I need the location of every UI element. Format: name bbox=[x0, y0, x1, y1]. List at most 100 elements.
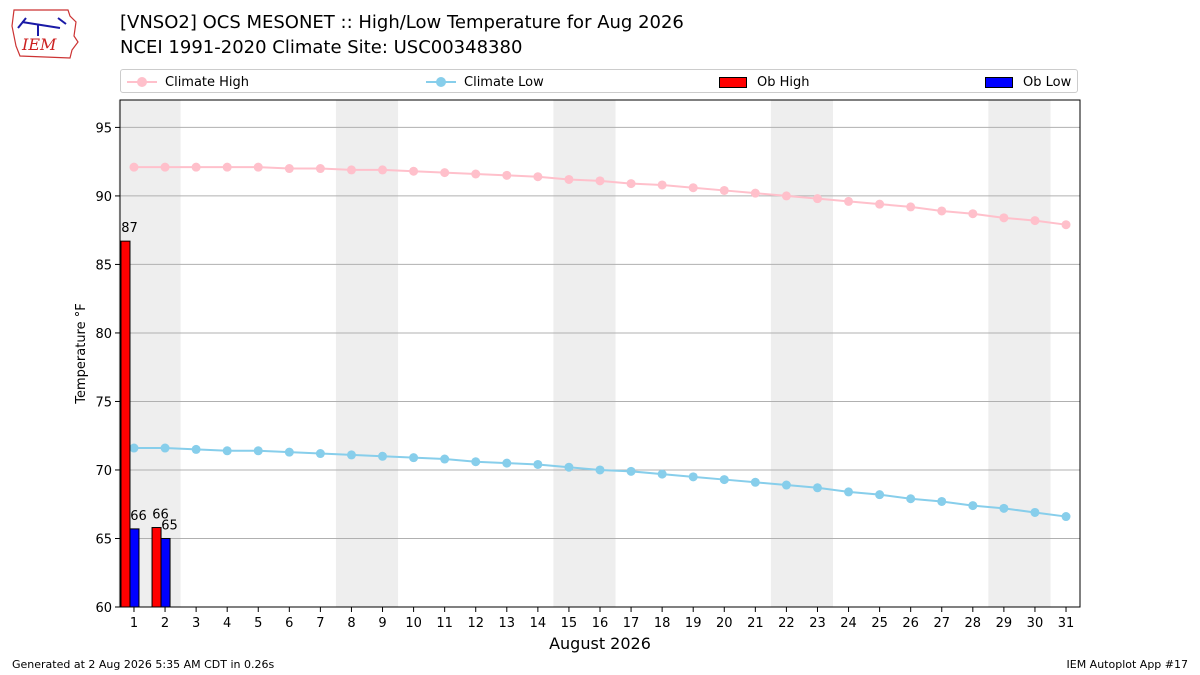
x-tick-label: 19 bbox=[685, 616, 702, 631]
ob-high-label: 66 bbox=[152, 508, 169, 523]
climate-low-point bbox=[315, 449, 325, 459]
x-tick-label: 29 bbox=[996, 616, 1013, 631]
climate-high-point bbox=[657, 180, 667, 190]
app-label: IEM Autoplot App #17 bbox=[1066, 658, 1189, 671]
climate-high-point bbox=[812, 194, 822, 204]
x-tick-label: 31 bbox=[1058, 616, 1075, 631]
climate-high-point bbox=[968, 209, 978, 219]
x-tick-label: 15 bbox=[561, 616, 578, 631]
climate-high-point bbox=[502, 170, 512, 180]
x-tick-label: 17 bbox=[623, 616, 640, 631]
climate-high-point bbox=[719, 185, 729, 195]
x-tick-label: 13 bbox=[499, 616, 516, 631]
y-tick-label: 90 bbox=[95, 190, 112, 205]
climate-low-point bbox=[657, 469, 667, 479]
x-tick-label: 12 bbox=[467, 616, 484, 631]
climate-high-point bbox=[1030, 216, 1040, 226]
ob-low-label: 65 bbox=[161, 518, 178, 533]
x-tick-label: 8 bbox=[347, 616, 355, 631]
y-tick-label: 75 bbox=[95, 395, 112, 410]
x-tick-label: 18 bbox=[654, 616, 671, 631]
x-tick-label: 16 bbox=[592, 616, 609, 631]
climate-high-point bbox=[844, 196, 854, 206]
x-tick-label: 24 bbox=[840, 616, 857, 631]
climate-low-point bbox=[906, 494, 916, 504]
x-tick-label: 27 bbox=[933, 616, 950, 631]
climate-high-point bbox=[315, 164, 325, 174]
climate-low-point bbox=[471, 457, 481, 467]
y-tick-label: 85 bbox=[95, 258, 112, 273]
climate-low-point bbox=[502, 458, 512, 468]
climate-low-point bbox=[564, 462, 574, 472]
climate-high-point bbox=[906, 202, 916, 212]
climate-high-point bbox=[781, 191, 791, 201]
climate-low-point bbox=[160, 443, 170, 453]
y-axis-label: Temperature °F bbox=[74, 303, 89, 404]
legend-swatch-ob-high bbox=[719, 76, 747, 88]
climate-low-point bbox=[595, 465, 605, 475]
x-tick-label: 25 bbox=[871, 616, 888, 631]
x-tick-label: 5 bbox=[254, 616, 262, 631]
climate-low-point bbox=[999, 503, 1009, 513]
climate-low-point bbox=[968, 501, 978, 511]
climate-high-point bbox=[191, 162, 201, 172]
weekend-shade bbox=[553, 100, 585, 607]
weekend-shade bbox=[149, 100, 181, 607]
legend-item-climate-low: Climate Low bbox=[426, 72, 544, 92]
legend-item-climate-high: Climate High bbox=[127, 72, 249, 92]
climate-high-point bbox=[284, 164, 294, 174]
x-tick-label: 3 bbox=[192, 616, 200, 631]
climate-low-point bbox=[875, 490, 885, 500]
weekend-shade bbox=[1019, 100, 1051, 607]
climate-high-point bbox=[999, 213, 1009, 223]
climate-low-point bbox=[719, 475, 729, 485]
climate-low-point bbox=[750, 477, 760, 487]
x-tick-label: 6 bbox=[285, 616, 293, 631]
climate-low-point bbox=[284, 447, 294, 457]
legend-swatch-climate-high bbox=[127, 72, 157, 92]
x-tick-label: 28 bbox=[965, 616, 982, 631]
legend-item-ob-high: Ob High bbox=[719, 72, 810, 92]
x-tick-label: 30 bbox=[1027, 616, 1044, 631]
y-tick-label: 70 bbox=[95, 464, 112, 479]
climate-high-point bbox=[533, 172, 543, 182]
climate-high-point bbox=[253, 162, 263, 172]
climate-high-point bbox=[409, 166, 419, 176]
climate-low-point bbox=[191, 444, 201, 454]
ob-high-label: 87 bbox=[121, 221, 138, 236]
ob-low-bar bbox=[129, 528, 140, 608]
climate-high-point bbox=[564, 174, 574, 184]
climate-low-point bbox=[688, 472, 698, 482]
x-tick-label: 7 bbox=[316, 616, 324, 631]
y-tick-label: 95 bbox=[95, 121, 112, 136]
climate-high-point bbox=[1061, 220, 1071, 230]
ob-low-label: 66 bbox=[130, 509, 147, 524]
chart-subtitle: NCEI 1991-2020 Climate Site: USC00348380 bbox=[120, 37, 523, 58]
legend-item-ob-low: Ob Low bbox=[985, 72, 1071, 92]
x-tick-label: 11 bbox=[436, 616, 453, 631]
chart-legend: Climate High Climate Low Ob High Ob Low bbox=[120, 69, 1078, 93]
y-tick-label: 80 bbox=[95, 327, 112, 342]
climate-high-point bbox=[595, 176, 605, 186]
climate-high-point bbox=[750, 188, 760, 198]
climate-low-point bbox=[440, 454, 450, 464]
climate-high-point bbox=[378, 165, 388, 175]
generated-timestamp: Generated at 2 Aug 2026 5:35 AM CDT in 0… bbox=[12, 658, 275, 671]
climate-low-point bbox=[781, 480, 791, 490]
climate-low-point bbox=[626, 466, 636, 476]
x-tick-label: 22 bbox=[778, 616, 795, 631]
climate-low-point bbox=[1030, 507, 1040, 517]
climate-low-point bbox=[253, 446, 263, 456]
climate-high-point bbox=[937, 206, 947, 216]
climate-high-point bbox=[346, 165, 356, 175]
x-tick-label: 20 bbox=[716, 616, 733, 631]
climate-low-point bbox=[129, 443, 139, 453]
climate-high-point bbox=[875, 199, 885, 209]
iem-logo: IEM bbox=[8, 6, 82, 60]
x-axis-label: August 2026 bbox=[549, 634, 651, 653]
climate-low-point bbox=[937, 496, 947, 506]
ob-high-bar bbox=[151, 527, 162, 608]
climate-low-point bbox=[409, 453, 419, 463]
y-tick-label: 65 bbox=[95, 532, 112, 547]
